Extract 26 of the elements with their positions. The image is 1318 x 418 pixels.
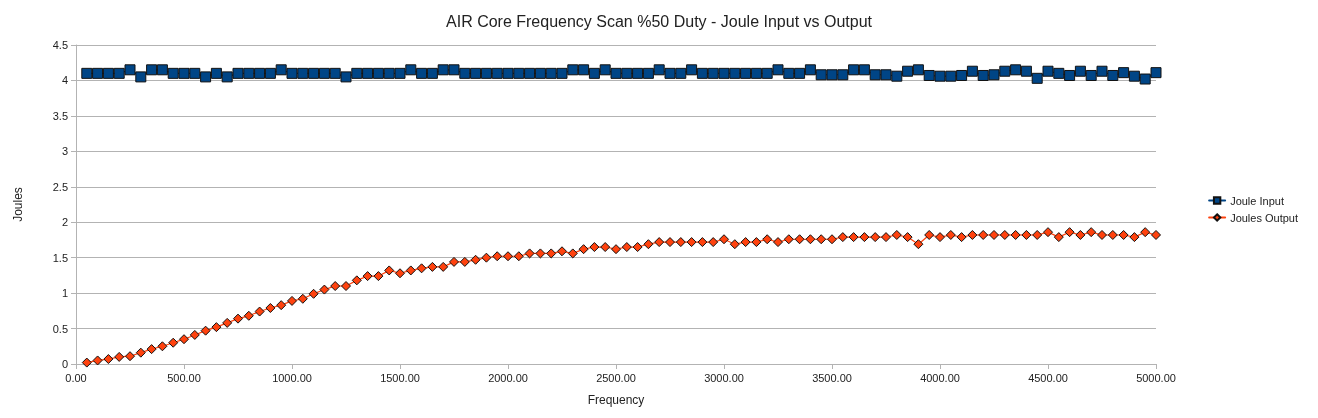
y-tick-label: 0.5	[52, 322, 68, 335]
y-tick-label: 4	[61, 74, 68, 87]
legend-label: Joule Input	[1230, 194, 1284, 207]
x-tick-label: 1000.00	[272, 371, 312, 384]
x-tick-label: 2500.00	[596, 371, 636, 384]
chart-title: AIR Core Frequency Scan %50 Duty - Joule Input vs Output	[446, 12, 873, 30]
x-tick-label: 1500.00	[380, 371, 420, 384]
y-tick-label: 2	[61, 216, 68, 229]
x-tick-label: 4500.00	[1028, 371, 1068, 384]
y-tick-label: 2.5	[52, 180, 68, 193]
legend-label: Joules Output	[1230, 211, 1298, 224]
x-tick-label: 3000.00	[704, 371, 744, 384]
x-tick-label: 2000.00	[488, 371, 528, 384]
x-tick-label: 5000.00	[1136, 371, 1176, 384]
y-tick-label: 3	[61, 145, 68, 158]
x-tick-label: 500.00	[167, 371, 201, 384]
y-tick-label: 4.5	[52, 39, 68, 51]
y-tick-label: 3.5	[52, 109, 68, 122]
x-tick-label: 4000.00	[920, 371, 960, 384]
y-tick-label: 1	[61, 287, 68, 300]
x-tick-label: 0.00	[65, 371, 87, 384]
y-axis-title: Joules	[11, 187, 25, 222]
y-tick-label: 0	[61, 358, 68, 370]
y-tick-label: 1.5	[52, 251, 68, 264]
x-tick-label: 3500.00	[812, 371, 852, 384]
x-axis-title: Frequency	[587, 393, 645, 407]
